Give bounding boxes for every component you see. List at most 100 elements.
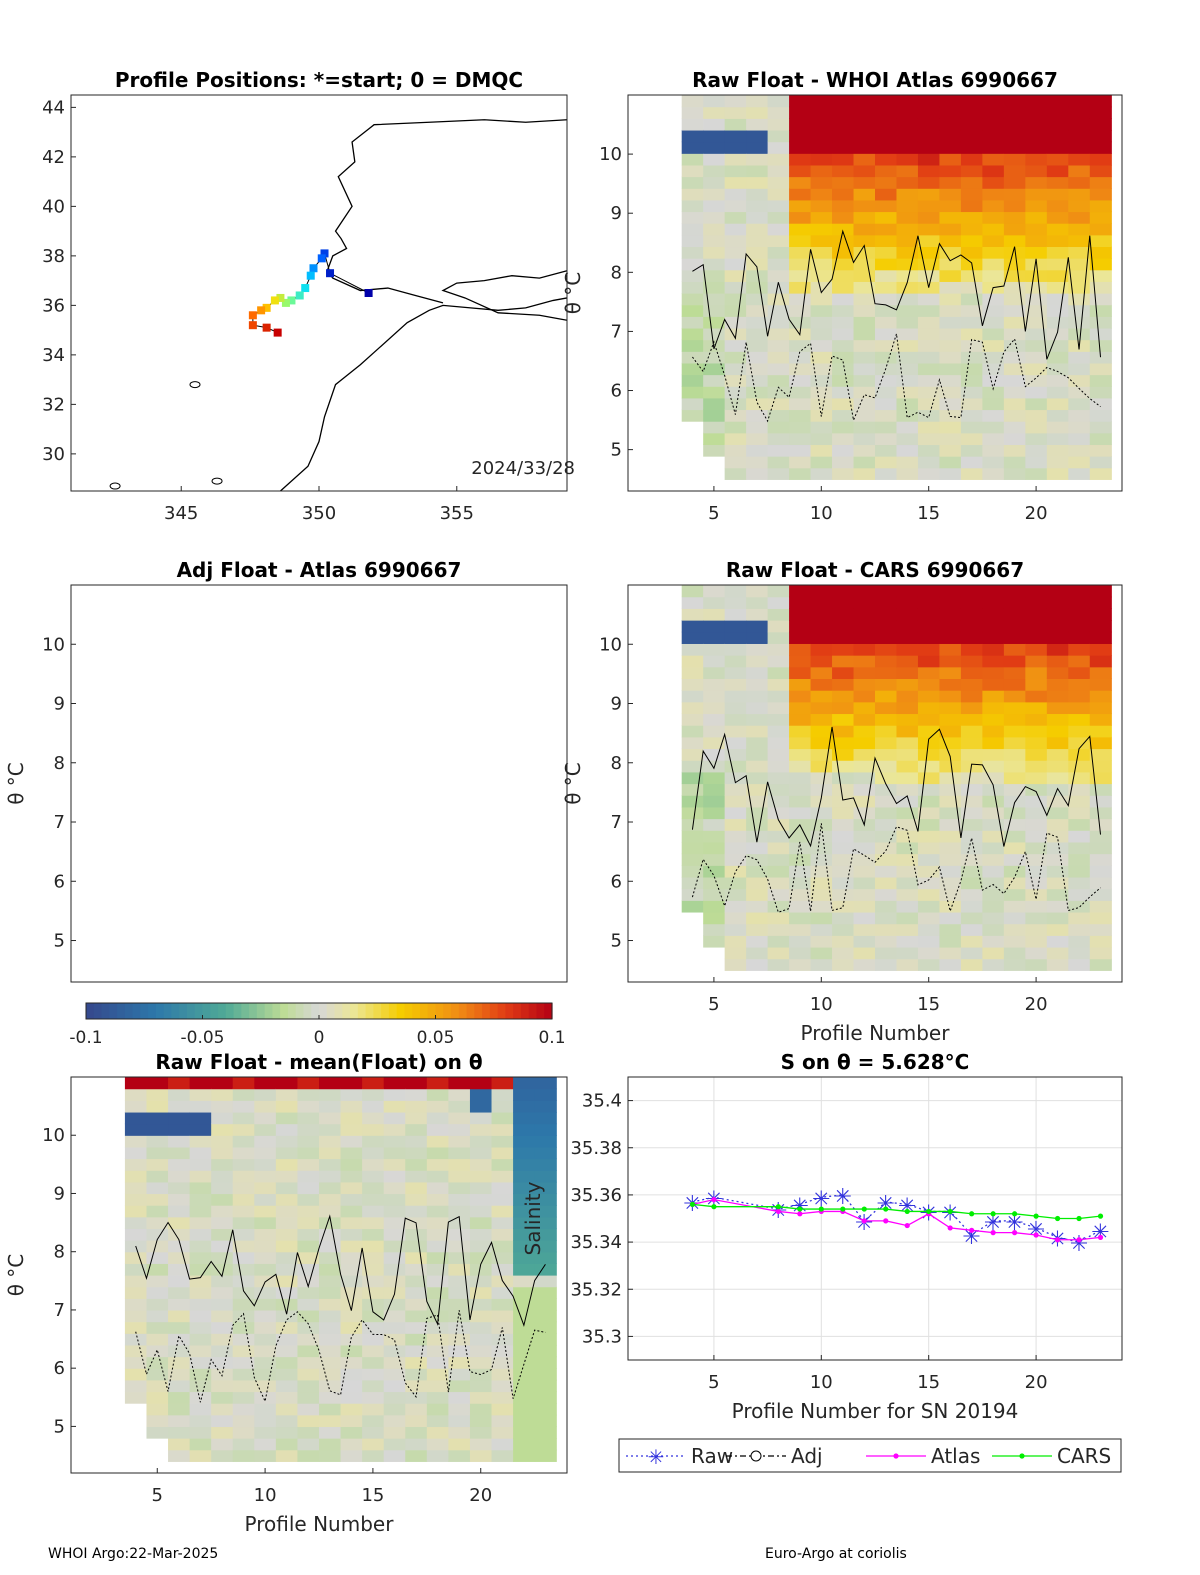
- plot-area-salinity: ✳✳✳✳✳✳✳✳✳✳✳✳✳✳✳✳✳✳: [628, 1077, 1122, 1360]
- y-tick-label: 6: [611, 381, 622, 402]
- heatmap-cell: [767, 106, 790, 119]
- heatmap-cell: [405, 1100, 428, 1113]
- heatmap-cell: [405, 1088, 428, 1101]
- heatmap-cell: [362, 1344, 385, 1358]
- heatmap-cell: [232, 1426, 255, 1439]
- heatmap-cell: [789, 596, 812, 609]
- heatmap-cell: [917, 339, 941, 352]
- data-point-atlas: [883, 1218, 889, 1224]
- heatmap-cell: [810, 234, 833, 248]
- heatmap-cell: [982, 701, 1005, 715]
- heatmap-cell: [832, 281, 855, 294]
- heatmap-cell: [1003, 853, 1026, 866]
- data-point-cars: [861, 1206, 867, 1212]
- heatmap-cell: [853, 795, 876, 808]
- heatmap-cell: [1089, 946, 1112, 960]
- heatmap-cell: [789, 188, 812, 201]
- heatmap-cell: [1003, 211, 1026, 224]
- heatmap-cell: [789, 631, 812, 644]
- heatmap-cell: [896, 713, 919, 726]
- heatmap-cell: [789, 655, 812, 668]
- heatmap-cell: [211, 1170, 234, 1183]
- heatmap-cell: [319, 1158, 342, 1171]
- heatmap-cell: [767, 269, 790, 282]
- heatmap-cell: [703, 293, 726, 306]
- heatmap-cell: [297, 1368, 320, 1381]
- heatmap-cell: [681, 655, 704, 668]
- heatmap-cell: [340, 1170, 363, 1183]
- heatmap-cell: [211, 1158, 234, 1171]
- heatmap-cell: [853, 374, 876, 387]
- heatmap-cell: [746, 736, 769, 750]
- heatmap-cell: [960, 129, 983, 143]
- heatmap-cell: [896, 771, 919, 785]
- heatmap-cell: [875, 456, 898, 469]
- x-tick-label: 20: [469, 1485, 492, 1506]
- heatmap-cell: [189, 1170, 212, 1183]
- heatmap-cell: [340, 1135, 363, 1148]
- heatmap-cell: [875, 806, 898, 820]
- heatmap-cell: [189, 1193, 212, 1206]
- heatmap-cell: [767, 141, 790, 154]
- heatmap-cell: [789, 830, 812, 843]
- heatmap-cell: [939, 853, 962, 866]
- heatmap-cell: [1046, 258, 1069, 271]
- heatmap-cell: [896, 421, 919, 434]
- heatmap-cell: [875, 830, 898, 843]
- y-tick-label: 35.38: [570, 1138, 622, 1159]
- heatmap-cell: [960, 188, 983, 201]
- heatmap-cell: [1025, 853, 1048, 866]
- y-tick-label: 10: [42, 634, 65, 655]
- heatmap-cell: [917, 258, 941, 271]
- heatmap-cell: [1068, 316, 1091, 329]
- heatmap-cell: [1089, 141, 1112, 154]
- heatmap-cell: [832, 853, 855, 866]
- heatmap-cell: [896, 818, 919, 831]
- heatmap-cell: [1089, 958, 1112, 971]
- heatmap-cell: [448, 1193, 471, 1206]
- heatmap-cell: [426, 1263, 449, 1276]
- data-point-raw: ✳: [1027, 1218, 1045, 1243]
- heatmap-cell: [362, 1240, 385, 1253]
- heatmap-cell: [1046, 211, 1069, 224]
- heatmap-cell: [124, 1228, 148, 1241]
- heatmap-cell: [746, 760, 769, 773]
- heatmap-cell: [469, 1123, 493, 1136]
- heatmap-cell: [211, 1298, 234, 1311]
- heatmap-cell: [1046, 141, 1069, 154]
- heatmap-cell: [853, 397, 876, 411]
- heatmap-cell: [982, 958, 1005, 971]
- heatmap-cell: [168, 1216, 191, 1230]
- heatmap-cell: [939, 620, 962, 633]
- heatmap-cell: [340, 1251, 363, 1264]
- heatmap-cell: [211, 1088, 234, 1101]
- heatmap-cell: [168, 1135, 191, 1148]
- heatmap-cell: [426, 1438, 449, 1451]
- heatmap-cell: [534, 1123, 557, 1136]
- heatmap-cell: [513, 1449, 536, 1462]
- heatmap-cell: [703, 106, 726, 119]
- heatmap-cell: [832, 188, 855, 201]
- heatmap-cell: [746, 199, 769, 213]
- heatmap-cell: [275, 1438, 299, 1451]
- heatmap-cell: [875, 736, 898, 750]
- heatmap-cell: [982, 888, 1005, 901]
- heatmap-cell: [724, 865, 747, 878]
- heatmap-cell: [1003, 141, 1026, 154]
- heatmap-cell: [917, 234, 941, 248]
- heatmap-cell: [1003, 223, 1026, 236]
- heatmap-cell: [724, 106, 747, 119]
- heatmap-cell: [703, 409, 726, 422]
- heatmap-cell: [917, 666, 941, 680]
- x-tick-label: 10: [254, 1485, 277, 1506]
- heatmap-cell: [1025, 362, 1048, 376]
- colorbar-segment: [256, 1003, 266, 1019]
- heatmap-cell: [703, 806, 726, 820]
- heatmap-cell: [724, 678, 747, 691]
- heatmap-cell: [681, 643, 704, 656]
- heatmap-cell: [896, 666, 919, 680]
- heatmap-cell: [917, 211, 941, 224]
- heatmap-cell: [896, 631, 919, 644]
- panel-mean: Raw Float - mean(Float) on θ5 10 15 2056789…: [4, 1050, 568, 1536]
